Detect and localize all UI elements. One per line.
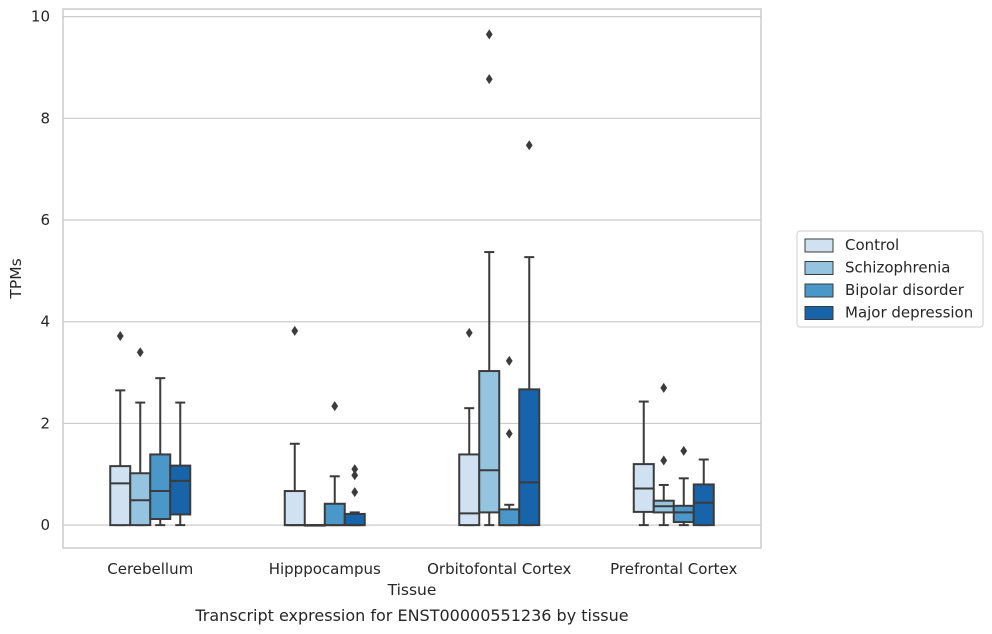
- box-3-1: [652, 382, 675, 527]
- outlier-point: [485, 74, 493, 85]
- box-1-0: [283, 325, 306, 527]
- outlier-point: [331, 401, 339, 412]
- y-tick-label: 0: [40, 516, 50, 534]
- box-0-3: [169, 401, 192, 527]
- legend-swatch: [804, 238, 834, 253]
- legend-label: Bipolar disorder: [845, 281, 965, 299]
- x-tick-labels: Cerebellum Hipppocampus Orbitofontal Corte…: [107, 560, 737, 578]
- figure-caption: Transcript expression for ENST0000055123…: [195, 606, 629, 625]
- box-3-2: [672, 445, 695, 527]
- outlier-point: [291, 325, 299, 336]
- legend-label: Schizophrenia: [845, 259, 950, 277]
- legend-swatch: [804, 283, 834, 298]
- box-3-0: [632, 400, 655, 527]
- plot-frame: [62, 8, 762, 549]
- gridlines: [63, 16, 761, 526]
- y-tick-label: 6: [40, 211, 50, 229]
- outlier-point: [351, 487, 359, 498]
- legend: Control Schizophrenia Bipolar disorder Majo…: [796, 230, 984, 328]
- box-1-3: [343, 464, 366, 527]
- box-0-1: [129, 347, 152, 527]
- box-0-0: [109, 330, 132, 527]
- box-3-3: [692, 458, 715, 527]
- x-tick-label: Hipppocampus: [269, 560, 381, 578]
- outlier-point: [505, 428, 513, 439]
- box-body: [283, 490, 306, 527]
- box-body: [458, 453, 481, 527]
- legend-frame: [796, 230, 984, 328]
- outlier-point: [680, 445, 688, 456]
- legend-swatch: [804, 306, 834, 320]
- outlier-point: [351, 470, 359, 481]
- box-body: [129, 472, 152, 527]
- box-0-2: [149, 377, 172, 527]
- x-tick-label: Orbitofontal Cortex: [427, 560, 571, 578]
- box-body: [692, 483, 715, 527]
- box-body: [343, 512, 366, 527]
- box-body: [478, 370, 501, 514]
- legend-label: Major depression: [845, 304, 973, 322]
- box-body: [149, 453, 172, 521]
- box-body: [518, 388, 541, 527]
- x-tick-label: Cerebellum: [107, 560, 193, 578]
- outlier-point: [660, 455, 668, 466]
- box-body: [672, 504, 695, 524]
- outlier-point: [116, 330, 124, 341]
- y-tick-label: 8: [40, 109, 50, 127]
- legend-label: Control: [845, 236, 899, 254]
- y-tick-labels: 0 2 4 6 8 10: [31, 8, 50, 534]
- outlier-point: [136, 347, 144, 358]
- box-body: [498, 508, 521, 527]
- outlier-point: [525, 140, 533, 151]
- x-axis-title: Tissue: [387, 581, 437, 599]
- box-1-1: [303, 524, 326, 527]
- outlier-point: [660, 382, 668, 393]
- box-body: [109, 465, 132, 527]
- box-body: [169, 464, 192, 516]
- y-tick-label: 2: [40, 414, 50, 432]
- box-2-3: [518, 140, 541, 527]
- legend-swatch: [804, 261, 834, 275]
- outlier-point: [505, 355, 513, 366]
- outlier-point: [465, 327, 473, 338]
- x-tick-label: Prefrontal Cortex: [610, 560, 737, 578]
- box-body: [323, 502, 346, 527]
- box-2-1: [478, 29, 501, 527]
- box-plots: [109, 29, 715, 527]
- box-2-0: [458, 327, 481, 527]
- y-tick-label: 4: [40, 313, 50, 331]
- box-1-2: [323, 401, 346, 527]
- y-tick-label: 10: [31, 8, 50, 26]
- box-2-2: [498, 355, 521, 527]
- y-axis-title: TPMs: [7, 258, 25, 299]
- outlier-point: [485, 29, 493, 40]
- outlier-point: [351, 464, 359, 475]
